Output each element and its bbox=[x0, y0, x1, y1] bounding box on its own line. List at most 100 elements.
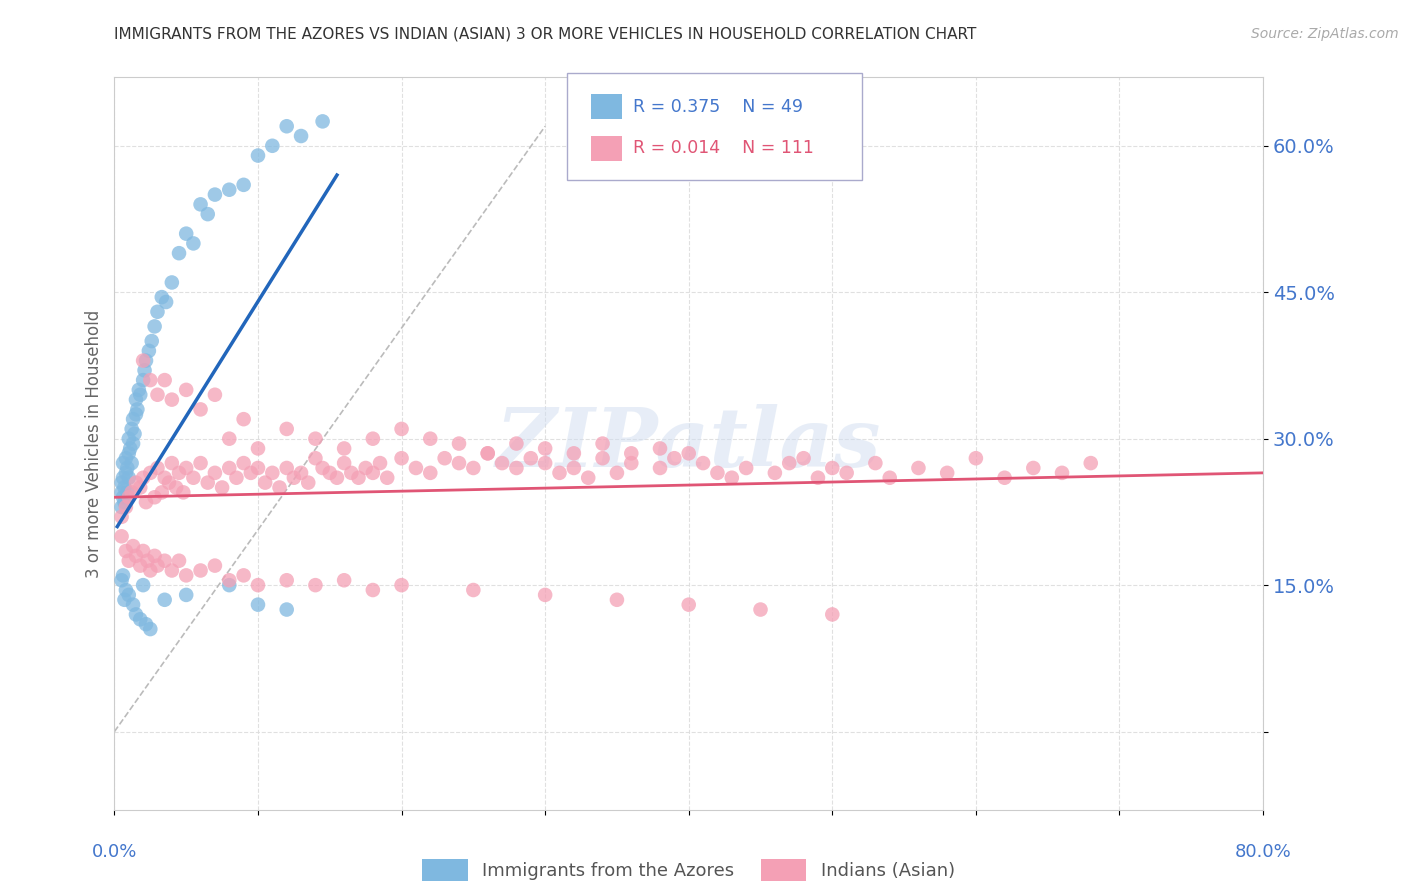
Point bbox=[143, 549, 166, 563]
Point bbox=[361, 582, 384, 597]
Point bbox=[204, 187, 226, 202]
Point bbox=[114, 592, 136, 607]
Point bbox=[340, 466, 363, 480]
Point bbox=[333, 574, 356, 588]
Point bbox=[505, 436, 527, 450]
Point bbox=[562, 461, 585, 475]
Point bbox=[576, 471, 599, 485]
Text: IMMIGRANTS FROM THE AZORES VS INDIAN (ASIAN) 3 OR MORE VEHICLES IN HOUSEHOLD COR: IMMIGRANTS FROM THE AZORES VS INDIAN (AS… bbox=[114, 27, 977, 42]
Point bbox=[562, 446, 585, 460]
Point bbox=[143, 490, 166, 504]
Point bbox=[132, 471, 155, 485]
Point bbox=[678, 446, 700, 460]
Point bbox=[347, 471, 370, 485]
Point bbox=[232, 456, 254, 470]
Point bbox=[1050, 466, 1073, 480]
Point bbox=[114, 481, 136, 495]
Point bbox=[204, 466, 226, 480]
Point bbox=[405, 461, 427, 475]
Point bbox=[110, 574, 132, 588]
Point bbox=[375, 471, 398, 485]
Point bbox=[276, 120, 298, 134]
Point bbox=[125, 475, 148, 490]
Point bbox=[368, 456, 391, 470]
Point bbox=[965, 451, 987, 466]
Point bbox=[218, 183, 240, 197]
Point bbox=[204, 558, 226, 573]
Point bbox=[211, 481, 233, 495]
Point bbox=[135, 495, 157, 509]
Point bbox=[183, 236, 205, 251]
Point bbox=[135, 617, 157, 632]
Point bbox=[463, 461, 485, 475]
Point bbox=[118, 554, 141, 568]
Point bbox=[246, 578, 269, 592]
Point bbox=[141, 334, 163, 348]
Point bbox=[276, 574, 298, 588]
Point bbox=[146, 388, 169, 402]
Point bbox=[620, 456, 643, 470]
Point bbox=[112, 568, 135, 582]
Point bbox=[447, 456, 470, 470]
Text: 0.0%: 0.0% bbox=[91, 843, 138, 861]
Point bbox=[276, 602, 298, 616]
Point bbox=[749, 602, 772, 616]
Point bbox=[132, 544, 155, 558]
Point bbox=[678, 598, 700, 612]
Point bbox=[204, 388, 226, 402]
Point bbox=[419, 466, 441, 480]
Point bbox=[232, 178, 254, 192]
Point bbox=[157, 475, 180, 490]
Point bbox=[136, 554, 159, 568]
Point bbox=[129, 388, 152, 402]
Point bbox=[283, 471, 305, 485]
Point bbox=[167, 466, 190, 480]
Point bbox=[276, 461, 298, 475]
Point bbox=[648, 442, 671, 456]
Point bbox=[197, 207, 219, 221]
Point bbox=[114, 495, 136, 509]
Point bbox=[160, 276, 183, 290]
Point bbox=[139, 373, 162, 387]
Legend: Immigrants from the Azores, Indians (Asian): Immigrants from the Azores, Indians (Asi… bbox=[415, 852, 962, 888]
Point bbox=[246, 461, 269, 475]
Point bbox=[354, 461, 377, 475]
Point bbox=[491, 456, 513, 470]
Point bbox=[134, 363, 156, 377]
Point bbox=[110, 529, 132, 543]
Point bbox=[125, 407, 148, 421]
Point bbox=[118, 588, 141, 602]
Point bbox=[132, 373, 155, 387]
Point bbox=[807, 471, 830, 485]
Point bbox=[112, 471, 135, 485]
Point bbox=[290, 128, 312, 143]
Point bbox=[118, 490, 141, 504]
Point bbox=[763, 466, 786, 480]
Point bbox=[117, 485, 139, 500]
Point bbox=[127, 402, 149, 417]
Point bbox=[254, 475, 277, 490]
Point bbox=[153, 592, 176, 607]
Point bbox=[155, 295, 177, 310]
Point bbox=[165, 481, 187, 495]
Point bbox=[706, 466, 728, 480]
Point bbox=[1080, 456, 1102, 470]
Text: R = 0.014    N = 111: R = 0.014 N = 111 bbox=[633, 139, 814, 157]
Point bbox=[218, 578, 240, 592]
Point bbox=[505, 461, 527, 475]
Point bbox=[118, 446, 141, 460]
Point bbox=[125, 549, 148, 563]
Point bbox=[333, 456, 356, 470]
Point bbox=[143, 319, 166, 334]
Point bbox=[110, 475, 132, 490]
Point bbox=[218, 432, 240, 446]
Point bbox=[110, 500, 132, 514]
Point bbox=[225, 471, 247, 485]
Point bbox=[821, 607, 844, 622]
Point bbox=[117, 461, 139, 475]
Point bbox=[125, 607, 148, 622]
Point bbox=[174, 461, 197, 475]
Point bbox=[121, 456, 143, 470]
Point bbox=[122, 598, 145, 612]
Point bbox=[463, 582, 485, 597]
